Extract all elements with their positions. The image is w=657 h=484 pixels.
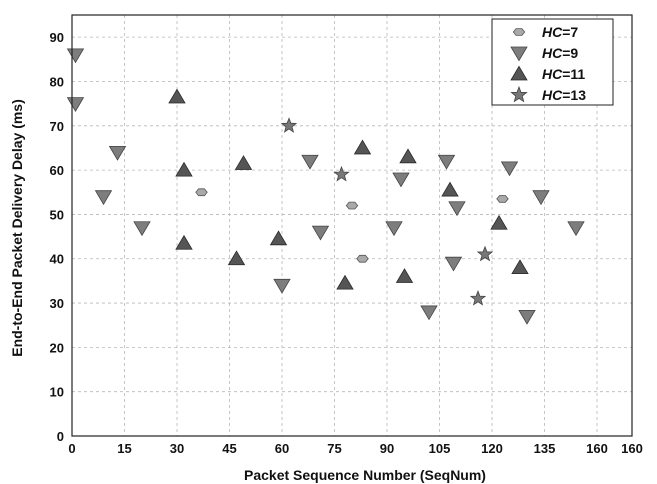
point-hc-9 xyxy=(94,190,113,206)
y-tick-label: 70 xyxy=(50,119,64,134)
point-hc-9 xyxy=(108,145,127,161)
x-tick-label: 120 xyxy=(481,441,503,456)
point-hc-9 xyxy=(420,305,438,321)
x-tick-label: 90 xyxy=(380,441,394,456)
x-tick-label: 45 xyxy=(222,441,236,456)
point-hc-13 xyxy=(469,289,487,306)
point-hc-9 xyxy=(444,256,463,272)
legend-label-hc-7: HC=7 xyxy=(542,24,578,40)
point-hc-9 xyxy=(448,201,466,217)
point-hc-9 xyxy=(66,97,85,113)
x-tick-label: 30 xyxy=(170,441,184,456)
point-hc-9 xyxy=(500,161,519,177)
point-hc-9 xyxy=(273,278,291,294)
y-tick-labels: 0 10 20 30 40 50 60 70 80 90 xyxy=(50,30,64,444)
x-tick-label: 105 xyxy=(429,441,451,456)
x-tick-label: 0 xyxy=(68,441,75,456)
y-tick-label: 50 xyxy=(50,207,64,222)
legend-label-hc-9: HC=9 xyxy=(542,45,578,61)
x-tick-label: 60 xyxy=(275,441,289,456)
y-tick-label: 40 xyxy=(50,252,64,267)
legend-marker-hc-7 xyxy=(512,28,526,36)
x-tick-label: 160 xyxy=(621,441,643,456)
point-hc-9 xyxy=(437,154,456,170)
point-hc-7 xyxy=(345,201,359,210)
point-hc-13 xyxy=(333,165,350,182)
point-hc-9 xyxy=(301,154,319,170)
point-hc-9 xyxy=(392,172,410,188)
point-hc-11 xyxy=(490,214,508,230)
x-tick-label: 15 xyxy=(117,441,131,456)
y-tick-label: 10 xyxy=(50,385,64,400)
legend-marker-hc-13 xyxy=(510,85,528,103)
y-axis-title: End-to-End Packet Delivery Delay (ms) xyxy=(9,99,25,357)
legend-entries: HC=7 HC=9 HC=11 HC=13 xyxy=(510,24,586,103)
legend-label-hc-13: HC=13 xyxy=(542,87,586,103)
y-tick-label: 90 xyxy=(50,30,64,45)
point-hc-9 xyxy=(66,48,85,64)
point-hc-11 xyxy=(395,268,414,283)
point-hc-9 xyxy=(567,221,585,237)
point-hc-9 xyxy=(133,221,151,237)
point-hc-11 xyxy=(168,88,186,104)
point-hc-7 xyxy=(356,254,369,263)
point-hc-11 xyxy=(336,274,354,290)
point-hc-9 xyxy=(385,221,403,237)
legend-box xyxy=(491,18,614,106)
point-hc-11 xyxy=(399,148,417,164)
point-hc-9 xyxy=(532,190,550,206)
point-hc-13 xyxy=(280,117,298,133)
y-tick-label: 0 xyxy=(57,429,64,444)
point-hc-11 xyxy=(234,155,253,170)
y-tick-label: 30 xyxy=(50,296,64,311)
y-tick-label: 60 xyxy=(50,163,64,178)
data-points xyxy=(66,48,585,325)
legend-marker-hc-9 xyxy=(510,46,528,62)
point-hc-11 xyxy=(511,259,529,275)
point-hc-11 xyxy=(175,161,193,177)
point-hc-11 xyxy=(441,181,459,197)
legend-label-hc-11: HC=11 xyxy=(542,66,585,82)
legend-marker-hc-11 xyxy=(510,65,528,81)
y-tick-label: 80 xyxy=(50,74,64,89)
x-tick-label: 160 xyxy=(586,441,608,456)
y-tick-label: 20 xyxy=(50,340,64,355)
point-hc-13 xyxy=(476,245,494,262)
plot-frame xyxy=(71,14,633,437)
x-tick-label: 75 xyxy=(327,441,341,456)
point-hc-7 xyxy=(195,188,208,197)
point-hc-11 xyxy=(227,250,246,266)
point-hc-9 xyxy=(311,225,330,241)
legend: HC=7 HC=9 HC=11 HC=13 xyxy=(491,18,614,106)
point-hc-11 xyxy=(175,234,193,250)
x-axis-title: Packet Sequence Number (SeqNum) xyxy=(244,467,486,483)
x-tick-labels: 0 15 30 45 60 75 90 105 120 135 160 160 xyxy=(68,441,642,456)
grid-lines xyxy=(72,15,633,436)
point-hc-11 xyxy=(353,139,372,155)
point-hc-11 xyxy=(269,230,288,246)
point-hc-7 xyxy=(496,195,509,203)
x-tick-label: 135 xyxy=(534,441,556,456)
point-hc-9 xyxy=(518,309,536,325)
